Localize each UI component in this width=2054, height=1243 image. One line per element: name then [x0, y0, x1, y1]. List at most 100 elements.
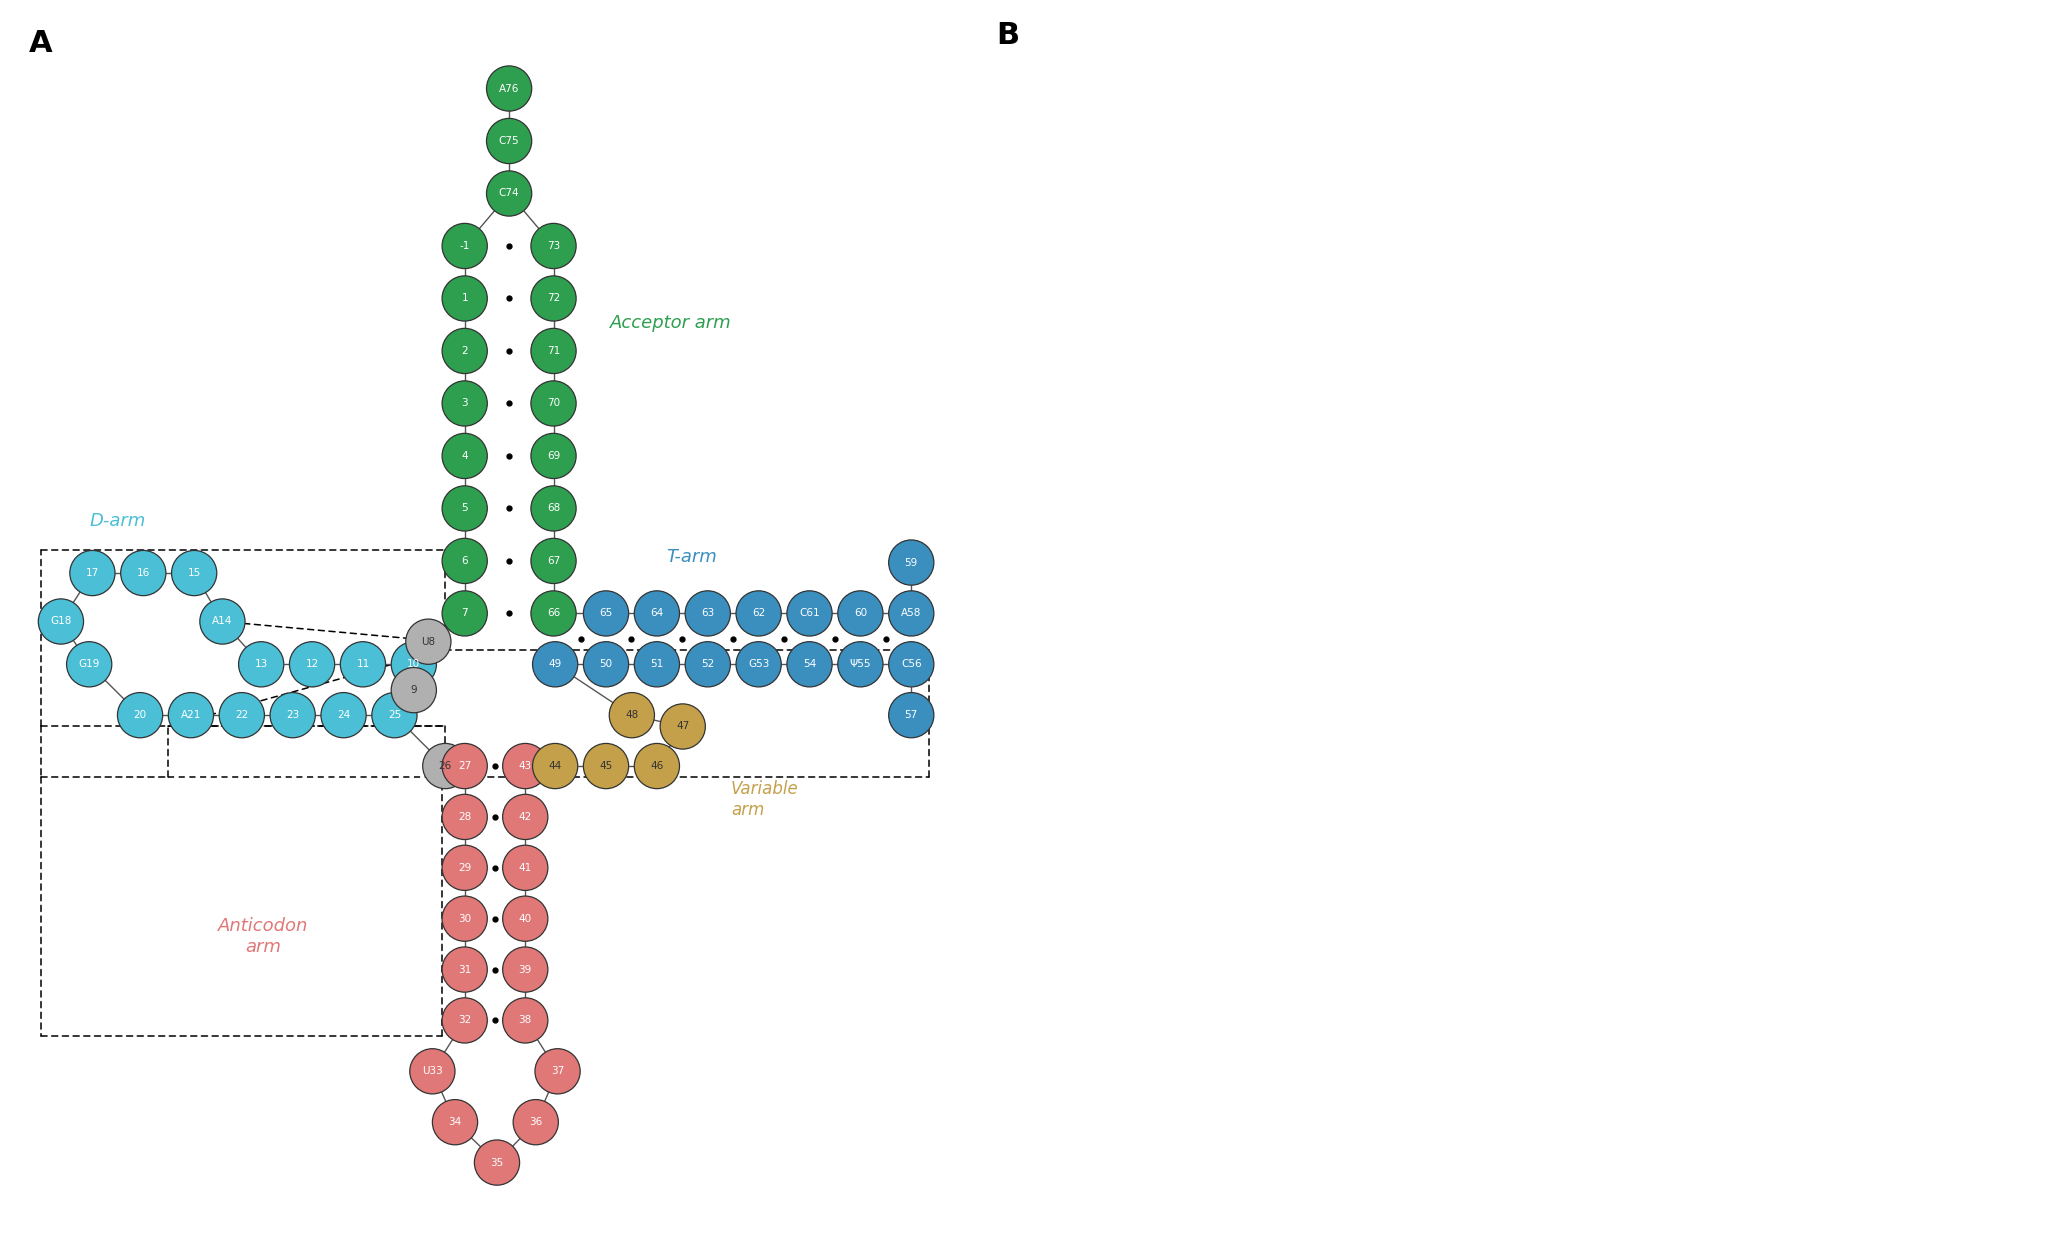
- Circle shape: [838, 641, 883, 687]
- Circle shape: [503, 896, 548, 941]
- Circle shape: [442, 538, 487, 583]
- Text: 15: 15: [187, 568, 201, 578]
- Circle shape: [487, 66, 532, 111]
- Text: 48: 48: [624, 710, 639, 720]
- Circle shape: [583, 641, 629, 687]
- Circle shape: [889, 641, 935, 687]
- Circle shape: [503, 998, 548, 1043]
- Circle shape: [173, 551, 218, 595]
- Circle shape: [889, 539, 935, 585]
- Text: 6: 6: [462, 556, 468, 566]
- Text: 39: 39: [520, 965, 532, 975]
- Text: 46: 46: [651, 761, 663, 771]
- Text: 29: 29: [458, 863, 470, 873]
- Circle shape: [787, 641, 832, 687]
- Text: 62: 62: [752, 608, 766, 619]
- Circle shape: [442, 486, 487, 531]
- Text: Anticodon
arm: Anticodon arm: [218, 917, 308, 956]
- Text: 27: 27: [458, 761, 470, 771]
- Text: 45: 45: [600, 761, 612, 771]
- Circle shape: [635, 590, 680, 636]
- Circle shape: [610, 692, 655, 738]
- Text: 34: 34: [448, 1117, 462, 1127]
- Circle shape: [320, 692, 366, 738]
- Text: 9: 9: [411, 685, 417, 695]
- Text: 60: 60: [854, 608, 867, 619]
- Text: 4: 4: [462, 451, 468, 461]
- Circle shape: [532, 743, 577, 788]
- Circle shape: [735, 590, 781, 636]
- Circle shape: [341, 641, 386, 687]
- Text: A14: A14: [212, 617, 232, 626]
- Circle shape: [487, 118, 532, 164]
- Text: 63: 63: [700, 608, 715, 619]
- Text: C75: C75: [499, 135, 520, 145]
- Text: C56: C56: [902, 659, 922, 669]
- Text: -1: -1: [460, 241, 470, 251]
- Text: 32: 32: [458, 1016, 470, 1025]
- Circle shape: [390, 641, 435, 687]
- Circle shape: [442, 276, 487, 321]
- Circle shape: [121, 551, 166, 595]
- Text: 64: 64: [651, 608, 663, 619]
- Circle shape: [659, 704, 705, 750]
- Text: 16: 16: [138, 568, 150, 578]
- Circle shape: [889, 692, 935, 738]
- Circle shape: [889, 590, 935, 636]
- Text: 51: 51: [651, 659, 663, 669]
- Text: U33: U33: [421, 1066, 444, 1076]
- Circle shape: [269, 692, 316, 738]
- Circle shape: [530, 328, 575, 374]
- Text: 73: 73: [546, 241, 561, 251]
- Circle shape: [474, 1140, 520, 1185]
- Circle shape: [442, 896, 487, 941]
- Text: 25: 25: [388, 710, 401, 720]
- Circle shape: [66, 641, 111, 687]
- Circle shape: [686, 590, 731, 636]
- Text: 50: 50: [600, 659, 612, 669]
- Text: 40: 40: [520, 914, 532, 924]
- Circle shape: [530, 538, 575, 583]
- Circle shape: [199, 599, 244, 644]
- Text: 13: 13: [255, 659, 267, 669]
- Text: 72: 72: [546, 293, 561, 303]
- Text: 17: 17: [86, 568, 99, 578]
- Text: 7: 7: [462, 608, 468, 619]
- Text: G19: G19: [78, 659, 101, 669]
- Text: 22: 22: [236, 710, 249, 720]
- Text: 23: 23: [286, 710, 300, 720]
- Circle shape: [530, 590, 575, 636]
- Circle shape: [787, 590, 832, 636]
- Circle shape: [503, 845, 548, 890]
- Text: 12: 12: [306, 659, 318, 669]
- Circle shape: [442, 434, 487, 479]
- Text: D-arm: D-arm: [88, 512, 146, 530]
- Circle shape: [442, 328, 487, 374]
- Circle shape: [117, 692, 162, 738]
- Circle shape: [290, 641, 335, 687]
- Text: 24: 24: [337, 710, 349, 720]
- Text: C74: C74: [499, 189, 520, 199]
- Circle shape: [168, 692, 214, 738]
- Text: 3: 3: [462, 399, 468, 409]
- Text: 20: 20: [134, 710, 146, 720]
- Text: A21: A21: [181, 710, 201, 720]
- Text: G53: G53: [748, 659, 770, 669]
- Text: 68: 68: [546, 503, 561, 513]
- Circle shape: [372, 692, 417, 738]
- Circle shape: [503, 947, 548, 992]
- Text: Ψ55: Ψ55: [850, 659, 871, 669]
- Text: 37: 37: [550, 1066, 565, 1076]
- Circle shape: [838, 590, 883, 636]
- Circle shape: [635, 743, 680, 788]
- Text: 38: 38: [520, 1016, 532, 1025]
- Circle shape: [487, 170, 532, 216]
- Text: 35: 35: [491, 1157, 503, 1167]
- Circle shape: [442, 743, 487, 788]
- Circle shape: [238, 641, 283, 687]
- Circle shape: [442, 947, 487, 992]
- Text: B: B: [996, 20, 1019, 50]
- Text: A76: A76: [499, 83, 520, 93]
- Circle shape: [411, 1049, 456, 1094]
- Circle shape: [530, 486, 575, 531]
